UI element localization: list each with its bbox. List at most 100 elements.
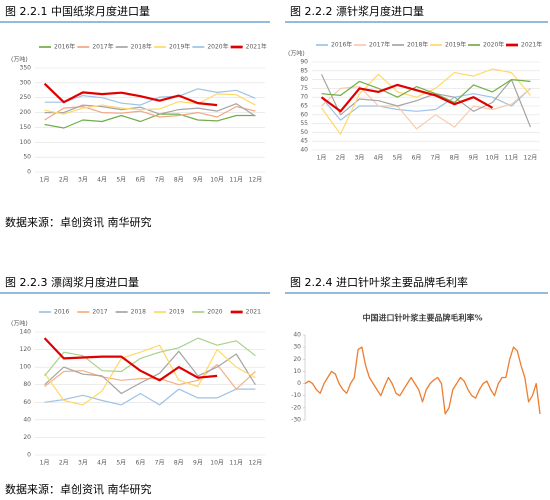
y-tick-label: 0 bbox=[27, 452, 31, 459]
y-tick-label: -20 bbox=[291, 404, 301, 411]
legend-label: 2019年 bbox=[445, 41, 466, 49]
series-line bbox=[44, 363, 256, 390]
x-tick-label: 2月 bbox=[336, 155, 346, 162]
x-tick-label: 2月 bbox=[59, 177, 69, 184]
x-tick-label: 6月 bbox=[136, 460, 146, 467]
x-tick-label: 1月 bbox=[40, 177, 50, 184]
x-tick-label: 11月 bbox=[505, 155, 519, 162]
chart-subtitle: 中国进口针叶浆主要品牌毛利率% bbox=[362, 313, 482, 323]
y-tick-label: 250 bbox=[20, 94, 32, 101]
legend-label: 2019年 bbox=[169, 43, 190, 51]
y-tick-label: 0 bbox=[27, 169, 31, 176]
x-tick-label: 10月 bbox=[210, 177, 224, 184]
y-tick-label: 40 bbox=[293, 332, 301, 339]
x-tick-label: 3月 bbox=[78, 177, 88, 184]
x-tick-label: 5月 bbox=[393, 155, 403, 162]
series-line bbox=[44, 88, 256, 106]
y-tick-label: -10 bbox=[291, 392, 301, 399]
legend-label: 2018年 bbox=[131, 43, 152, 51]
legend-label: 2021年 bbox=[246, 43, 267, 51]
y-tick-label: 55 bbox=[300, 120, 308, 127]
x-tick-label: 8月 bbox=[174, 177, 184, 184]
series-line bbox=[44, 337, 256, 377]
y-tick-label: 140 bbox=[20, 329, 32, 336]
y-axis-label: (万吨) bbox=[288, 50, 305, 58]
x-tick-label: 11月 bbox=[229, 177, 243, 184]
chart-title: 图 2.2.2 漂针浆月度进口量 bbox=[290, 4, 424, 18]
y-tick-label: 0 bbox=[297, 380, 301, 387]
x-tick-label: 12月 bbox=[249, 177, 263, 184]
series-line bbox=[320, 83, 494, 113]
x-tick-label: 7月 bbox=[155, 177, 165, 184]
y-tick-label: 75 bbox=[300, 85, 308, 92]
source: 数据来源：卓创资讯 南华研究 bbox=[5, 482, 152, 496]
legend-label: 2019 bbox=[169, 309, 184, 316]
source: 数据来源：卓创资讯 南华研究 bbox=[5, 215, 152, 229]
series-line bbox=[304, 346, 541, 415]
legend-label: 2018年 bbox=[407, 41, 428, 49]
x-tick-label: 10月 bbox=[486, 155, 500, 162]
x-tick-label: 7月 bbox=[155, 460, 165, 467]
series-line bbox=[44, 350, 256, 395]
x-tick-label: 5月 bbox=[116, 177, 126, 184]
legend-label: 2018 bbox=[131, 309, 146, 316]
x-tick-label: 4月 bbox=[374, 155, 384, 162]
y-tick-label: 20 bbox=[23, 434, 31, 441]
x-tick-label: 12月 bbox=[249, 460, 263, 467]
x-tick-label: 11月 bbox=[229, 460, 243, 467]
series-line bbox=[44, 93, 256, 115]
y-tick-label: 20 bbox=[293, 356, 301, 363]
y-tick-label: 50 bbox=[300, 129, 308, 136]
y-tick-label: 200 bbox=[20, 109, 32, 116]
y-tick-label: 120 bbox=[20, 346, 32, 353]
x-tick-label: 3月 bbox=[355, 155, 365, 162]
y-tick-label: 70 bbox=[300, 94, 308, 101]
x-tick-label: 12月 bbox=[524, 155, 538, 162]
legend-label: 2020 bbox=[207, 309, 222, 316]
x-tick-label: 1月 bbox=[317, 155, 327, 162]
x-tick-label: 9月 bbox=[193, 460, 203, 467]
legend-label: 2016年 bbox=[54, 43, 75, 51]
y-tick-label: 60 bbox=[23, 399, 31, 406]
x-tick-label: 6月 bbox=[412, 155, 422, 162]
y-tick-label: 60 bbox=[300, 111, 308, 118]
x-tick-label: 4月 bbox=[97, 177, 107, 184]
x-tick-label: 3月 bbox=[78, 460, 88, 467]
y-tick-label: 40 bbox=[300, 147, 308, 154]
y-tick-label: 85 bbox=[300, 67, 308, 74]
y-tick-label: 10 bbox=[293, 368, 301, 375]
series-line bbox=[321, 86, 531, 130]
legend-label: 2017年 bbox=[369, 41, 390, 49]
y-tick-label: 40 bbox=[23, 416, 31, 423]
y-tick-label: 350 bbox=[20, 65, 32, 72]
x-tick-label: 8月 bbox=[450, 155, 460, 162]
series-line bbox=[44, 344, 256, 406]
legend-label: 2020年 bbox=[483, 41, 504, 49]
legend-label: 2017年 bbox=[92, 43, 113, 51]
x-tick-label: 4月 bbox=[97, 460, 107, 467]
legend-label: 2021年 bbox=[521, 41, 542, 49]
x-tick-label: 2月 bbox=[59, 460, 69, 467]
series-line bbox=[321, 79, 531, 104]
legend-label: 2020年 bbox=[207, 43, 228, 51]
y-tick-label: -30 bbox=[291, 417, 301, 424]
y-tick-label: 90 bbox=[300, 59, 308, 66]
legend-label: 2016年 bbox=[331, 41, 352, 49]
y-tick-label: 80 bbox=[300, 76, 308, 83]
y-tick-label: 30 bbox=[293, 344, 301, 351]
y-tick-label: 50 bbox=[23, 154, 31, 161]
y-tick-label: 80 bbox=[23, 381, 31, 388]
x-tick-label: 6月 bbox=[136, 177, 146, 184]
chart-title: 图 2.2.1 中国纸浆月度进口量 bbox=[5, 4, 150, 18]
series-line bbox=[321, 68, 531, 135]
chart-title: 图 2.2.3 漂阔浆月度进口量 bbox=[5, 275, 139, 289]
y-tick-label: 150 bbox=[20, 124, 32, 131]
x-tick-label: 9月 bbox=[469, 155, 479, 162]
y-tick-label: 45 bbox=[300, 138, 308, 145]
chart-title: 图 2.2.4 进口针叶浆主要品牌毛利率 bbox=[290, 275, 468, 289]
y-tick-label: 100 bbox=[20, 139, 32, 146]
y-tick-label: 100 bbox=[20, 364, 32, 371]
y-axis-label: (万吨) bbox=[11, 320, 28, 328]
x-tick-label: 9月 bbox=[193, 177, 203, 184]
series-line bbox=[44, 113, 256, 129]
